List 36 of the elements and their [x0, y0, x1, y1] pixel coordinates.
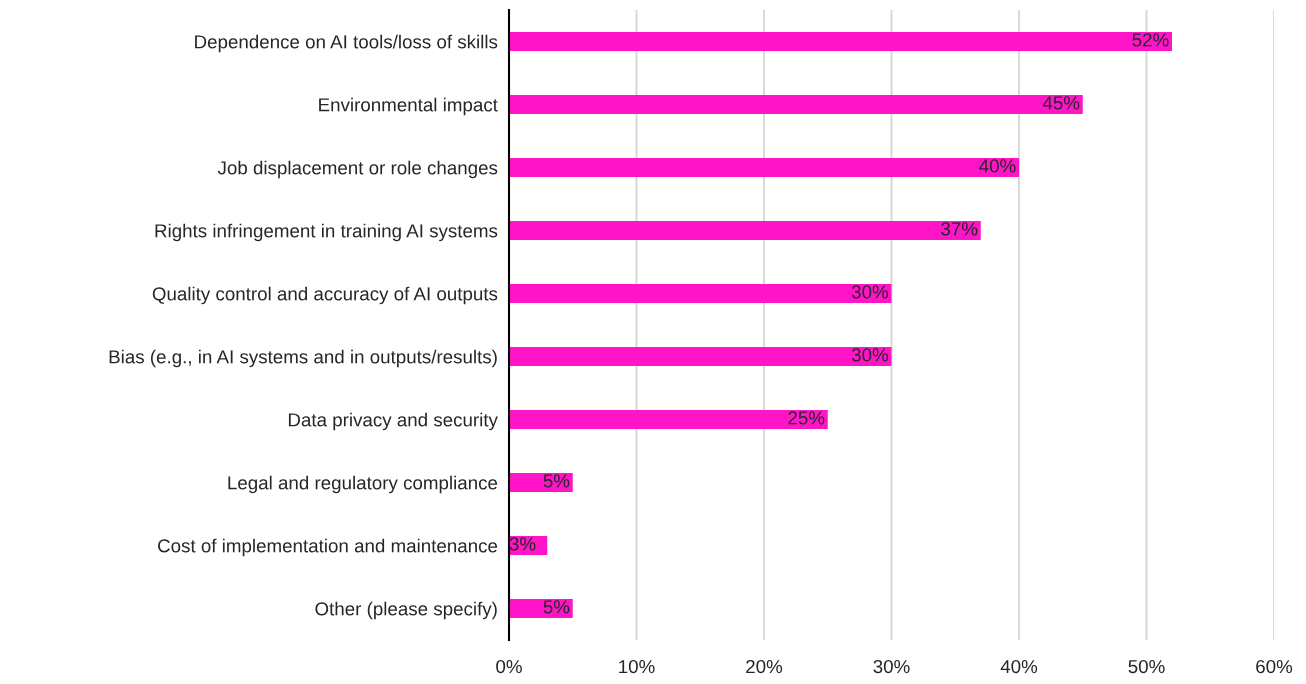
bar — [509, 599, 573, 618]
data-label: 37% — [941, 222, 978, 236]
y-tick-label: Job displacement or role changes — [217, 160, 498, 179]
y-tick-label: Dependence on AI tools/loss of skills — [195, 34, 498, 53]
bar — [509, 473, 573, 492]
x-tick-label: 20% — [746, 659, 783, 674]
data-label: 45% — [1042, 96, 1080, 110]
data-label: 30% — [851, 285, 889, 299]
data-label: 25% — [788, 411, 825, 425]
y-tick-label: Quality control and accuracy of AI outputs — [152, 286, 498, 305]
y-tick-label: Rights infringement in training AI systems — [155, 223, 498, 242]
y-tick-label: Cost of implementation and maintenance — [158, 538, 498, 557]
bar — [509, 32, 1172, 51]
bar — [509, 158, 1019, 177]
bar — [509, 95, 1083, 114]
y-tick-label: Environmental impact — [319, 97, 498, 116]
x-tick-label: 0% — [496, 659, 522, 674]
y-tick-label: Legal and regulatory compliance — [228, 475, 498, 494]
data-label: 30% — [851, 348, 889, 362]
y-tick-label: Other (please specify) — [315, 601, 497, 620]
bar — [509, 347, 892, 366]
x-tick-label: 60% — [1256, 659, 1293, 674]
x-tick-label: 30% — [873, 659, 910, 674]
data-label: 52% — [1132, 33, 1169, 47]
data-label: 5% — [543, 474, 570, 488]
x-tick-label: 50% — [1128, 659, 1165, 674]
x-tick-label: 40% — [1000, 659, 1038, 674]
bar — [509, 410, 828, 429]
x-tick-label: 10% — [619, 659, 655, 674]
bar — [509, 284, 892, 303]
data-label: 3% — [509, 537, 536, 551]
bar — [509, 221, 981, 240]
y-tick-label: Data privacy and security — [288, 412, 498, 431]
y-tick-label: Bias (e.g., in AI systems and in outputs/results) — [109, 349, 497, 368]
data-label: 40% — [979, 159, 1016, 173]
data-label: 5% — [543, 600, 570, 614]
